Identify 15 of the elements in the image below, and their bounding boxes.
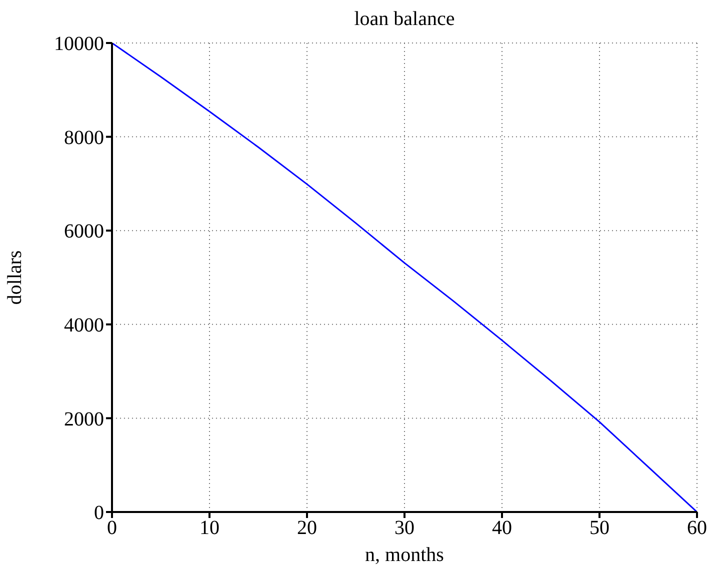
x-tick-label: 30 bbox=[394, 517, 414, 540]
y-tick-label: 10000 bbox=[54, 33, 104, 56]
x-tick-label: 10 bbox=[200, 517, 220, 540]
x-tick-label: 20 bbox=[297, 517, 317, 540]
y-tick-label: 0 bbox=[94, 502, 104, 524]
y-tick-label: 2000 bbox=[64, 408, 104, 430]
y-tick-label: 8000 bbox=[64, 126, 104, 149]
chart-title: loan balance bbox=[353, 8, 456, 31]
x-tick-label: 60 bbox=[687, 517, 707, 540]
x-tick-label: 40 bbox=[492, 517, 512, 540]
x-axis-title: n, months bbox=[365, 544, 444, 566]
y-tick-label: 6000 bbox=[64, 220, 104, 243]
y-axis-title: dollars bbox=[4, 250, 26, 305]
y-tick-label: 4000 bbox=[64, 314, 104, 336]
x-tick-label: 50 bbox=[590, 517, 610, 540]
